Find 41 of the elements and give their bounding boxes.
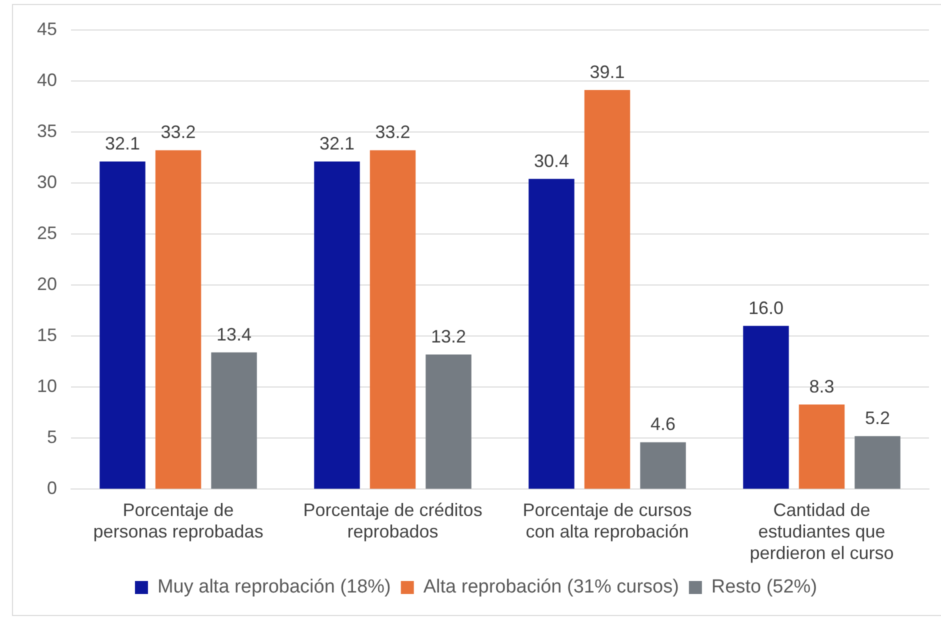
bar <box>314 161 360 489</box>
bar <box>743 326 789 489</box>
legend-label: Muy alta reprobación (18%) <box>157 576 391 598</box>
y-tick-label: 40 <box>36 70 58 90</box>
bar <box>426 354 472 489</box>
data-label: 16.0 <box>748 298 784 318</box>
x-tick-label: Porcentaje de personas reprobadas <box>93 500 264 542</box>
data-label: 33.2 <box>160 122 196 142</box>
data-label: 39.1 <box>590 62 625 82</box>
bar <box>640 442 686 489</box>
bar <box>854 436 900 489</box>
y-tick-label: 10 <box>36 376 58 396</box>
bar <box>100 161 146 489</box>
data-label: 30.4 <box>534 150 570 171</box>
bar <box>211 352 257 489</box>
data-label: 13.4 <box>216 324 252 344</box>
y-tick-label: 15 <box>36 325 58 346</box>
bar <box>528 178 574 489</box>
x-tick-label: Porcentaje de créditos reprobados <box>303 500 482 542</box>
y-tick-label: 35 <box>36 120 58 141</box>
legend-label: Alta reprobación (31% cursos) <box>423 576 679 598</box>
data-label: 5.2 <box>865 408 890 428</box>
bar <box>798 404 845 489</box>
bar <box>584 90 630 489</box>
data-label: 8.3 <box>809 376 834 396</box>
y-tick-label: 0 <box>47 478 58 498</box>
y-tick-label: 20 <box>36 274 58 294</box>
bar <box>155 150 202 489</box>
x-tick-label: Cantidad de estudiantes que perdieron el curso <box>750 500 894 564</box>
y-tick-label: 25 <box>36 222 58 243</box>
y-tick-label: 5 <box>47 427 58 448</box>
y-tick-label: 45 <box>36 18 58 39</box>
data-label: 4.6 <box>650 414 676 434</box>
y-tick-label: 30 <box>36 172 58 192</box>
x-tick-label: Porcentaje de cursos con alta reprobación <box>522 500 692 542</box>
legend-label: Resto (52%) <box>711 576 818 598</box>
data-label: 13.2 <box>431 326 466 346</box>
bar <box>370 150 416 489</box>
data-label: 33.2 <box>375 122 410 142</box>
data-label: 32.1 <box>104 133 140 154</box>
data-label: 32.1 <box>319 133 355 154</box>
